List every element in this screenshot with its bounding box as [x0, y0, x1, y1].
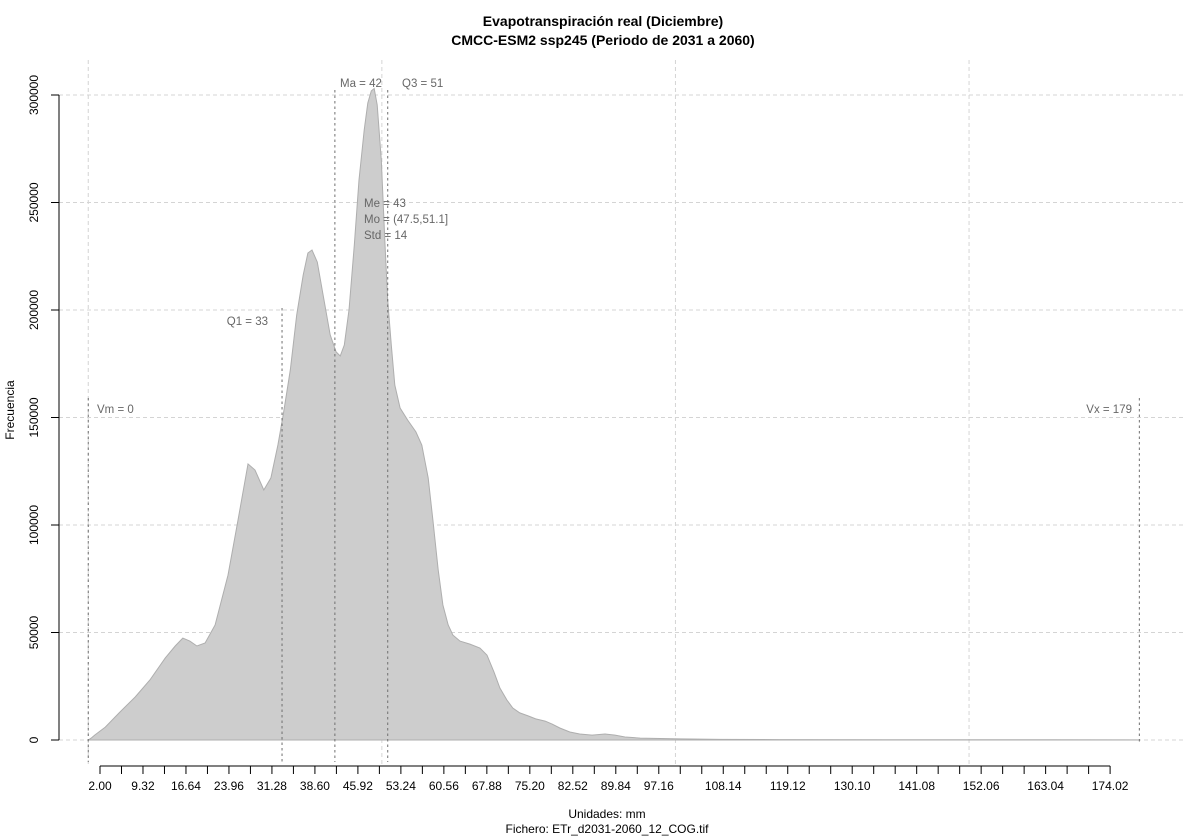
footer-filename: Fichero: ETr_d2031-2060_12_COG.tif: [506, 822, 710, 836]
x-tick-label: 67.88: [472, 779, 502, 793]
x-tick-label: 23.96: [214, 779, 244, 793]
y-tick-label: 300000: [27, 75, 41, 115]
x-tick-label: 141.08: [898, 779, 935, 793]
x-tick-label: 97.16: [644, 779, 674, 793]
x-tick-label: 53.24: [386, 779, 416, 793]
x-tick-label: 108.14: [705, 779, 742, 793]
y-axis-title: Frecuencia: [3, 380, 17, 440]
x-tick-label: 152.06: [963, 779, 1000, 793]
x-tick-label: 163.04: [1027, 779, 1064, 793]
y-tick-label: 0: [27, 736, 41, 743]
y-tick-label: 50000: [27, 615, 41, 649]
annotation-q1-label: Q1 = 33: [227, 316, 268, 328]
chart-subtitle: CMCC-ESM2 ssp245 (Periodo de 2031 a 2060…: [451, 32, 754, 48]
annotation-std-label: Std = 14: [364, 230, 408, 242]
chart-title: Evapotranspiración real (Diciembre): [483, 13, 723, 29]
x-tick-label: 119.12: [770, 779, 806, 793]
x-tick-label: 130.10: [834, 779, 871, 793]
annotation-lines: [87, 90, 1140, 762]
footer-units: Unidades: mm: [568, 807, 645, 821]
annotation-vm-label: Vm = 0: [97, 404, 134, 416]
x-tick-label: 60.56: [429, 779, 459, 793]
annotation-me-label: Me = 43: [364, 198, 406, 210]
density-area-layer: [86, 87, 1140, 741]
density-area-path: [86, 87, 1140, 741]
x-tick-label: 9.32: [131, 779, 155, 793]
y-tick-label: 100000: [27, 505, 41, 545]
annotation-mo-label: Mo = (47.5,51.1]: [364, 214, 448, 226]
x-tick-label: 174.02: [1092, 779, 1129, 793]
y-tick-label: 200000: [27, 290, 41, 330]
x-tick-label: 31.28: [257, 779, 287, 793]
annotation-q3-label: Q3 = 51: [402, 78, 443, 90]
y-tick-label: 150000: [27, 397, 41, 437]
y-tick-label: 250000: [27, 182, 41, 222]
x-tick-label: 82.52: [558, 779, 588, 793]
x-tick-label: 16.64: [171, 779, 201, 793]
x-tick-label: 2.00: [88, 779, 112, 793]
x-tick-label: 89.84: [601, 779, 631, 793]
annotation-ma-label: Ma = 42: [340, 78, 382, 90]
x-tick-label: 75.20: [515, 779, 545, 793]
x-tick-label: 45.92: [343, 779, 373, 793]
axes: 0 50000 100000 150000 200000 250000 300000 2.00…: [27, 75, 1129, 793]
x-tick-label: 38.60: [300, 779, 330, 793]
annotation-vx-label: Vx = 179: [1086, 404, 1132, 416]
